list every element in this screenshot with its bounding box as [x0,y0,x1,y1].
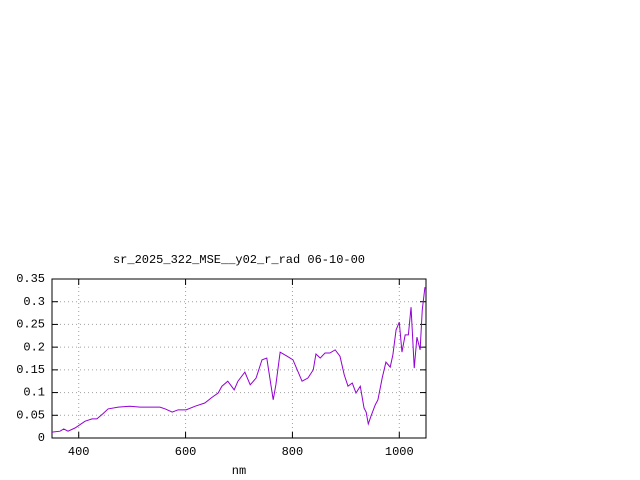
y-tick-label: 0.05 [16,408,45,422]
y-tick-label: 0 [38,431,45,445]
y-tick-label: 0.15 [16,363,45,377]
y-tick-label: 0.25 [16,318,45,332]
x-tick-label: 800 [282,445,304,459]
data-line [51,287,426,433]
x-tick-label: 600 [175,445,197,459]
x-axis-label: nm [232,464,246,478]
plot-frame [51,278,427,439]
y-tick-label: 0.35 [16,272,45,286]
chart-title: sr_2025_322_MSE__y02_r_rad 06-10-00 [113,253,365,267]
y-tick-label: 0.2 [23,340,45,354]
x-tick-label: 1000 [385,445,414,459]
y-tick-label: 0.3 [23,295,45,309]
x-tick-label: 400 [68,445,90,459]
y-tick-label: 0.1 [23,386,45,400]
